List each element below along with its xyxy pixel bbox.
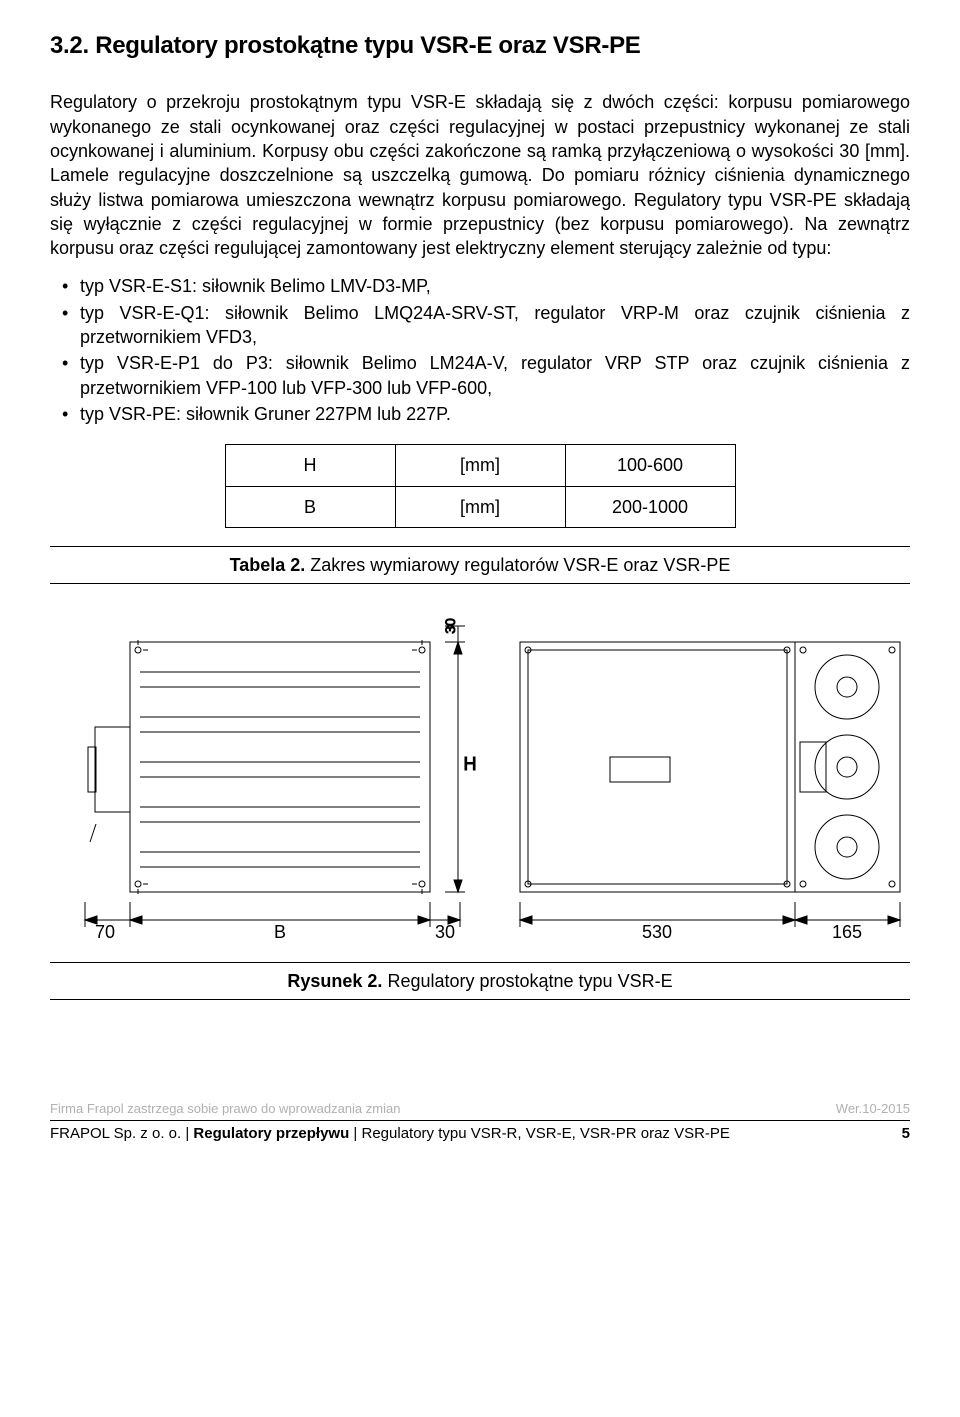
caption-rest: Zakres wymiarowy regulatorów VSR-E oraz … (305, 555, 730, 575)
figure-left-drawing: 30 (50, 612, 480, 942)
footer-disclaimer: Firma Frapol zastrzega sobie prawo do wp… (50, 1100, 400, 1118)
page-number: 5 (902, 1124, 910, 1144)
dimension-table: H [mm] 100-600 B [mm] 200-1000 (225, 444, 736, 528)
table-row: B [mm] 200-1000 (225, 486, 735, 527)
list-item: typ VSR-PE: siłownik Gruner 227PM lub 22… (80, 402, 910, 426)
table-caption: Tabela 2. Zakres wymiarowy regulatorów V… (50, 546, 910, 584)
section-number: 3.2. (50, 32, 89, 59)
figure-area: 30 (50, 602, 910, 942)
table-cell: [mm] (395, 486, 565, 527)
section-heading: 3.2. Regulatory prostokątne typu VSR-E o… (50, 30, 910, 62)
footer-rule (50, 1120, 910, 1121)
caption-bold: Tabela 2. (230, 555, 306, 575)
table-cell: 200-1000 (565, 486, 735, 527)
table-cell: 100-600 (565, 445, 735, 486)
list-item: typ VSR-E-S1: siłownik Belimo LMV-D3-MP, (80, 274, 910, 298)
footer-version: Wer.10-2015 (836, 1100, 910, 1118)
footer-doc-bold: Regulatory przepływu (193, 1125, 349, 1142)
table-cell: H (225, 445, 395, 486)
footer-company: FRAPOL Sp. z o. o. | (50, 1125, 193, 1142)
list-item: typ VSR-E-Q1: siłownik Belimo LMQ24A-SRV… (80, 301, 910, 350)
dim-b: B (274, 922, 286, 942)
table-row: H [mm] 100-600 (225, 445, 735, 486)
table-cell: B (225, 486, 395, 527)
dim-530: 530 (642, 922, 672, 942)
caption-rest: Regulatory prostokątne typu VSR-E (382, 971, 672, 991)
dim-165: 165 (832, 922, 862, 942)
footer-doc-rest: | Regulatory typu VSR-R, VSR-E, VSR-PR o… (349, 1125, 730, 1142)
dim-70: 70 (95, 922, 115, 942)
section-title: Regulatory prostokątne typu VSR-E oraz V… (95, 32, 640, 59)
bullet-list: typ VSR-E-S1: siłownik Belimo LMV-D3-MP,… (50, 274, 910, 426)
list-item: typ VSR-E-P1 do P3: siłownik Belimo LM24… (80, 351, 910, 400)
figure-caption: Rysunek 2. Regulatory prostokątne typu V… (50, 962, 910, 1000)
figure-right-drawing: 530 165 (510, 612, 910, 942)
caption-bold: Rysunek 2. (287, 971, 382, 991)
table-cell: [mm] (395, 445, 565, 486)
dim-30: 30 (435, 922, 455, 942)
page-footer: Firma Frapol zastrzega sobie prawo do wp… (50, 1100, 910, 1144)
footer-title: FRAPOL Sp. z o. o. | Regulatory przepływ… (50, 1124, 730, 1144)
intro-paragraph: Regulatory o przekroju prostokątnym typu… (50, 90, 910, 260)
dim-h: H (464, 754, 477, 774)
